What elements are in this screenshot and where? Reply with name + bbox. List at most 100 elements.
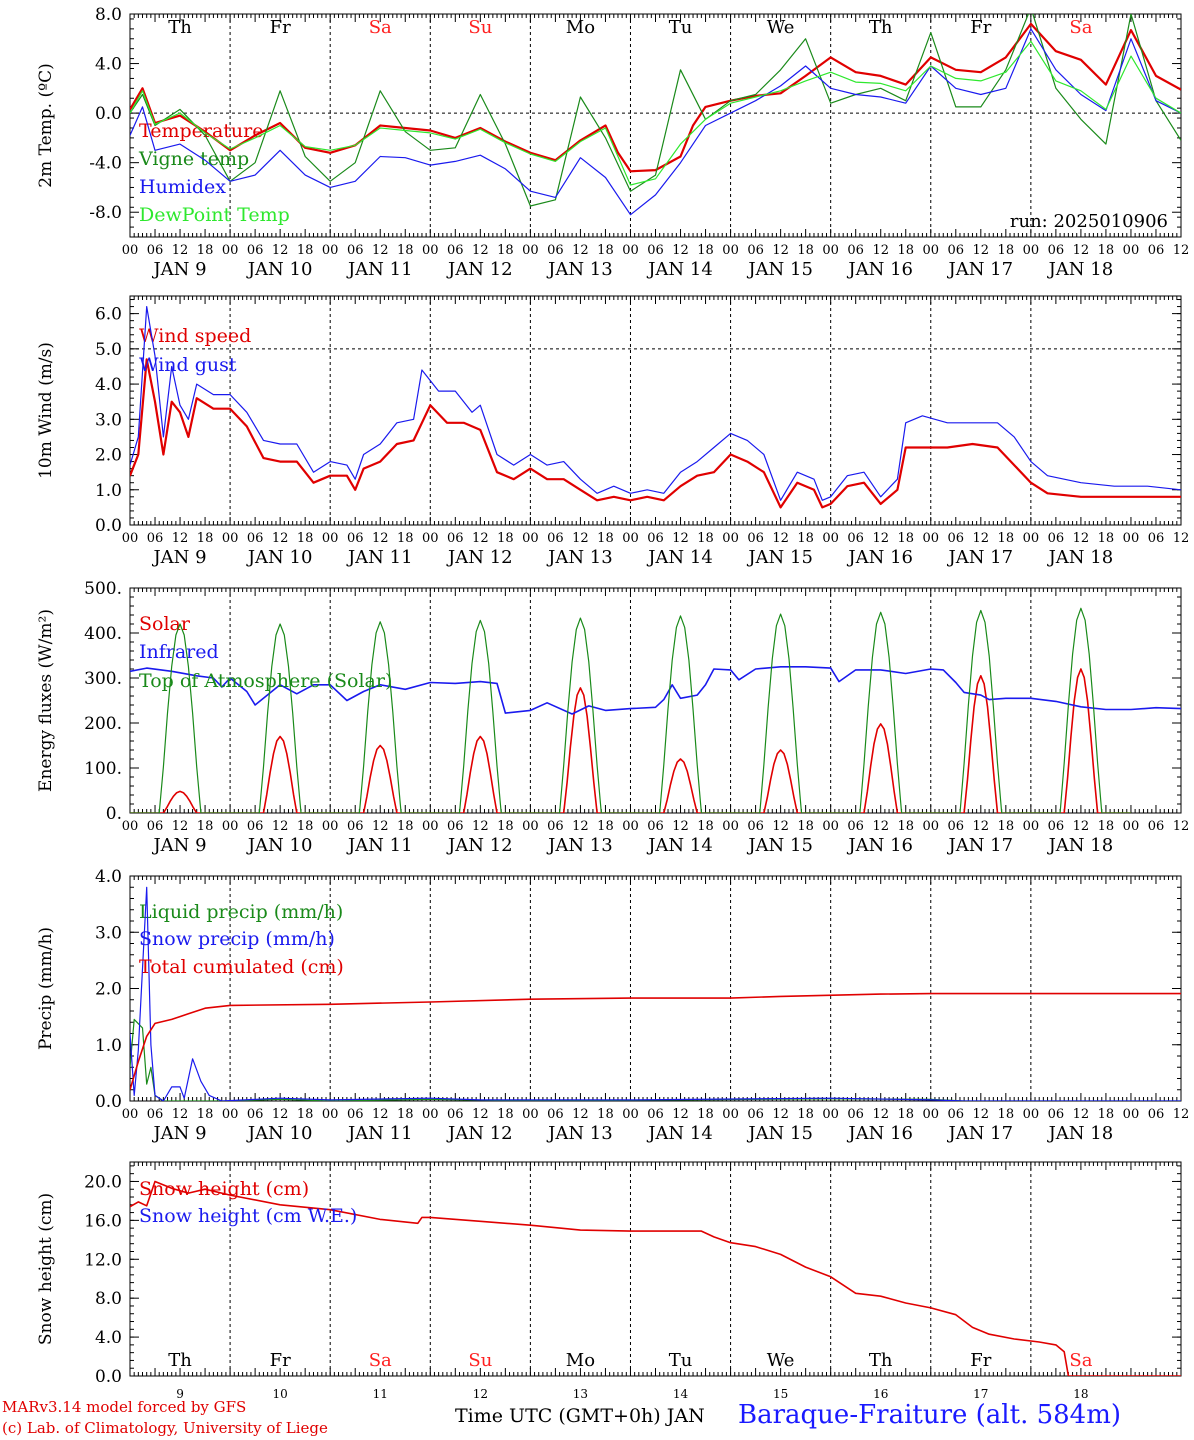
x-hour-label: 18 (297, 531, 314, 546)
x-hour-label: 06 (948, 819, 965, 834)
x-date-label: JAN 15 (746, 259, 813, 280)
x-hour-label: 06 (447, 243, 464, 258)
day-of-week-label: Sa (369, 17, 392, 38)
x-hour-label: 18 (197, 243, 214, 258)
day-of-week-label: Fr (970, 17, 991, 38)
x-hour-label: 00 (722, 531, 739, 546)
x-hour-label: 06 (547, 531, 564, 546)
x-hour-label: 12 (172, 243, 189, 258)
x-hour-label: 18 (897, 531, 914, 546)
x-hour-label: 06 (247, 243, 264, 258)
x-date-label: JAN 15 (746, 1123, 813, 1144)
y-tick-label: 500. (84, 579, 122, 599)
series-line-humidex (130, 28, 1181, 216)
y-tick-label: 400. (84, 624, 122, 644)
x-hour-label: 06 (948, 1107, 965, 1122)
x-hour-label: 06 (1048, 531, 1065, 546)
x-hour-label: 18 (897, 819, 914, 834)
x-hour-label: 06 (847, 243, 864, 258)
y-tick-label: 300. (84, 669, 122, 689)
x-hour-label: 12 (1073, 819, 1090, 834)
day-of-week-label: Fr (270, 1350, 291, 1371)
x-hour-label: 18 (797, 1107, 814, 1122)
x-hour-label: 00 (322, 243, 339, 258)
x-axis-title: Time UTC (GMT+0h) JAN (455, 1405, 705, 1427)
x-hour-label: 06 (547, 1107, 564, 1122)
x-hour-label: 06 (247, 1107, 264, 1122)
y-tick-label: 100. (84, 759, 122, 779)
x-hour-label: 12 (872, 819, 889, 834)
x-hour-label: 12 (1073, 243, 1090, 258)
x-hour-label: 12 (372, 819, 389, 834)
x-hour-label: 00 (622, 1107, 639, 1122)
x-hour-label: 18 (897, 243, 914, 258)
run-label: run: 2025010906 (1010, 211, 1168, 232)
x-day-number: 15 (773, 1387, 788, 1400)
x-hour-label: 06 (1148, 531, 1165, 546)
x-hour-label: 00 (422, 243, 439, 258)
x-hour-label: 18 (998, 243, 1015, 258)
x-hour-label: 06 (847, 819, 864, 834)
x-hour-label: 06 (147, 1107, 164, 1122)
series-line-vigne-temp (130, 14, 1181, 207)
x-hour-label: 18 (998, 1107, 1015, 1122)
x-hour-label: 06 (347, 1107, 364, 1122)
x-date-label: JAN 13 (546, 835, 613, 856)
x-hour-label: 18 (297, 1107, 314, 1122)
x-hour-label: 00 (922, 1107, 939, 1122)
x-hour-label: 18 (1098, 243, 1115, 258)
x-hour-label: 12 (672, 819, 689, 834)
x-date-label: JAN 16 (846, 259, 913, 280)
day-of-week-label: Su (468, 1350, 492, 1371)
x-hour-label: 12 (472, 531, 489, 546)
x-hour-label: 06 (347, 819, 364, 834)
y-axis-label: Snow height (cm) (36, 1193, 56, 1345)
x-hour-label: 00 (722, 243, 739, 258)
x-hour-label: 00 (722, 819, 739, 834)
x-day-number: 11 (373, 1387, 388, 1400)
x-hour-label: 12 (1173, 243, 1190, 258)
x-hour-label: 00 (122, 1107, 139, 1122)
y-tick-label: 0.0 (95, 1367, 122, 1387)
x-hour-label: 00 (622, 243, 639, 258)
x-hour-label: 12 (572, 819, 589, 834)
x-date-label: JAN 11 (346, 259, 413, 280)
x-hour-label: 06 (847, 1107, 864, 1122)
x-hour-label: 12 (472, 1107, 489, 1122)
x-hour-label: 12 (973, 1107, 990, 1122)
x-hour-label: 18 (397, 1107, 414, 1122)
x-date-label: JAN 12 (446, 1123, 513, 1144)
x-hour-label: 06 (1148, 819, 1165, 834)
x-hour-label: 00 (522, 1107, 539, 1122)
y-tick-label: 3.0 (95, 410, 122, 430)
day-of-week-label: Fr (970, 1350, 991, 1371)
x-hour-label: 00 (622, 531, 639, 546)
day-of-week-label: Th (869, 1350, 893, 1371)
station-name: Baraque-Fraiture (alt. 584m) (738, 1400, 1122, 1430)
legend-entry: Snow precip (mm/h) (139, 928, 335, 950)
x-hour-label: 00 (422, 819, 439, 834)
x-hour-label: 18 (998, 819, 1015, 834)
x-date-label: JAN 15 (746, 547, 813, 568)
y-tick-label: 8.0 (95, 1289, 122, 1309)
x-hour-label: 06 (647, 531, 664, 546)
series-line-snow-precip-mm-h- (130, 886, 1181, 1101)
x-hour-label: 06 (1148, 1107, 1165, 1122)
x-hour-label: 00 (722, 1107, 739, 1122)
x-hour-label: 18 (397, 819, 414, 834)
x-date-label: JAN 12 (446, 259, 513, 280)
x-hour-label: 00 (1023, 1107, 1040, 1122)
legend-entry: Top of Atmosphere (Solar) (139, 670, 392, 692)
x-date-label: JAN 13 (546, 1123, 613, 1144)
x-hour-label: 00 (522, 531, 539, 546)
x-hour-label: 18 (697, 1107, 714, 1122)
plot-frame (129, 587, 1182, 814)
x-hour-label: 06 (447, 819, 464, 834)
x-date-label: JAN 17 (947, 259, 1014, 280)
x-hour-label: 18 (497, 531, 514, 546)
x-date-label: JAN 15 (746, 835, 813, 856)
y-tick-label: 0.0 (95, 516, 122, 536)
series-line-top-of-atmosphere-solar- (130, 607, 1131, 813)
x-day-number: 9 (176, 1387, 184, 1400)
x-hour-label: 06 (547, 819, 564, 834)
